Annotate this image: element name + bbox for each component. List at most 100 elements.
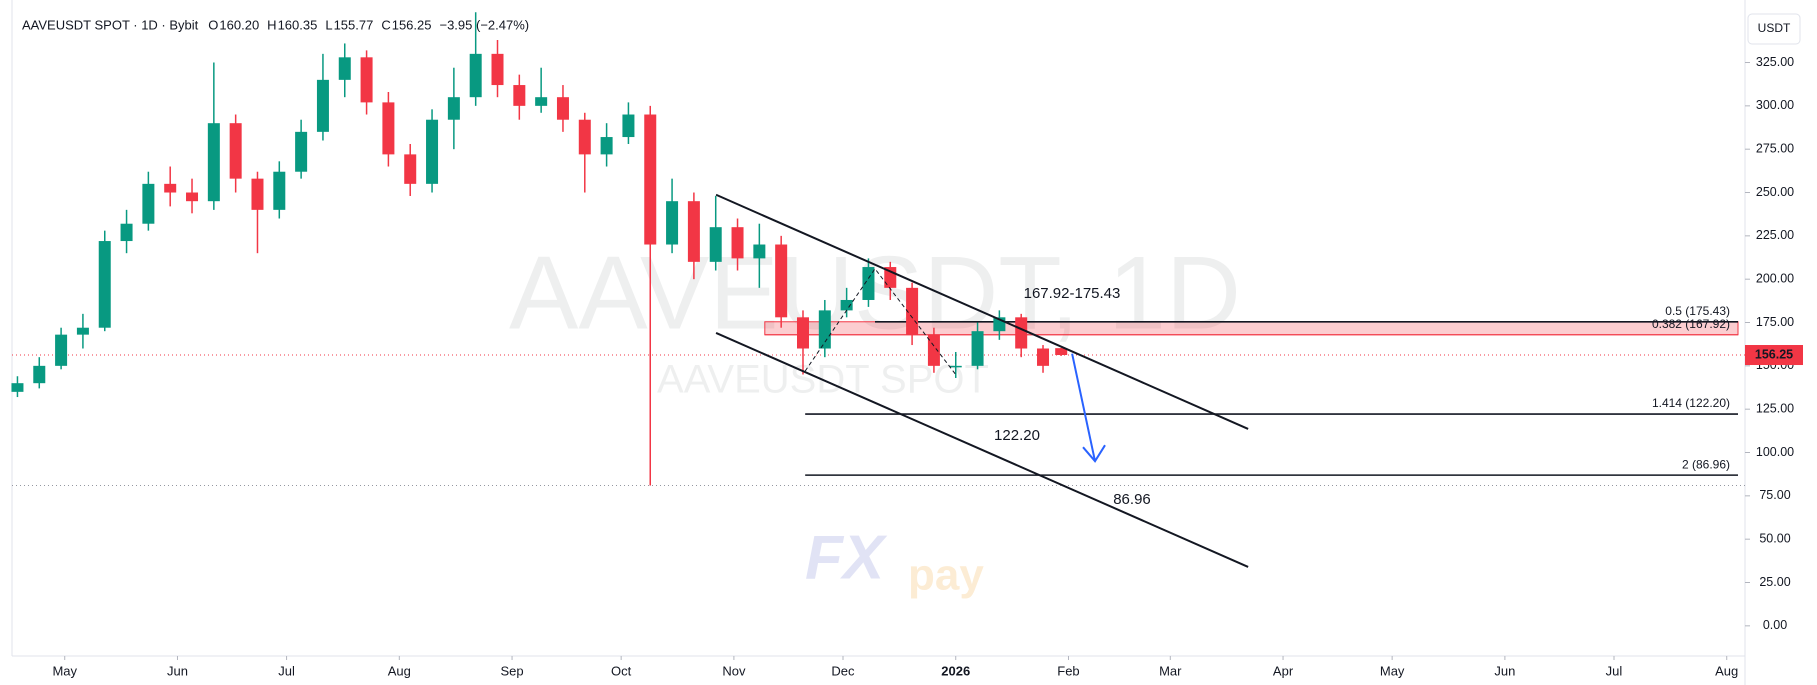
candle-body <box>273 171 286 210</box>
candle-body <box>360 57 373 103</box>
candle-body <box>753 244 766 259</box>
candle-body <box>33 365 46 384</box>
x-tick-label: Oct <box>611 663 632 678</box>
candle-body <box>949 365 962 368</box>
candle-body <box>840 299 853 311</box>
x-tick-label: Feb <box>1057 663 1079 678</box>
ohlc-key: L <box>325 17 332 32</box>
candle-body <box>229 123 242 179</box>
candle-body <box>11 383 24 392</box>
y-tick-label: 325.00 <box>1756 55 1794 69</box>
x-tick-label: Nov <box>722 663 746 678</box>
y-tick-label: 175.00 <box>1756 315 1794 329</box>
candle-body <box>622 114 635 138</box>
watermark: AAVEUSDT, 1D <box>509 235 1241 351</box>
candle-body <box>295 131 308 172</box>
y-tick-label: 50.00 <box>1759 531 1790 545</box>
candle-body <box>687 201 700 262</box>
level-label: 2 (86.96) <box>1682 457 1730 471</box>
x-tick-label: Aug <box>388 663 411 678</box>
candle-body <box>186 192 199 202</box>
candle-body <box>120 223 133 242</box>
candle-body <box>251 178 264 210</box>
ohlc-key: O <box>208 17 218 32</box>
candle-body <box>513 85 526 106</box>
x-tick-label: Dec <box>831 663 855 678</box>
candle-body <box>1015 317 1028 349</box>
x-tick-label: May <box>1380 663 1405 678</box>
candle-body <box>666 201 679 245</box>
y-tick-label: 225.00 <box>1756 228 1794 242</box>
candle-body <box>644 114 657 245</box>
x-tick-label: Jul <box>278 663 295 678</box>
candle-body <box>98 241 111 328</box>
candle-body <box>578 119 591 155</box>
y-tick-label: 100.00 <box>1756 445 1794 459</box>
target-label: 86.96 <box>1113 491 1151 508</box>
x-tick-label: Mar <box>1159 663 1182 678</box>
x-tick-label: Sep <box>500 663 523 678</box>
candle-body <box>600 137 613 155</box>
target-label: 122.20 <box>994 427 1040 444</box>
trendline <box>715 193 1249 430</box>
candle-body <box>491 53 504 86</box>
price-tag-label: 156.25 <box>1755 347 1793 361</box>
ohlc-key: H <box>267 17 276 32</box>
candle-body <box>55 334 68 366</box>
x-tick-label: 2026 <box>941 663 970 678</box>
y-tick-label: 25.00 <box>1759 575 1790 589</box>
x-tick-label: May <box>52 663 77 678</box>
change: −3.95 (−2.47%) <box>439 17 529 32</box>
candle-body <box>818 310 831 349</box>
currency: USDT <box>1758 21 1791 35</box>
candle-body <box>207 123 220 202</box>
chart-title: AAVEUSDT SPOT · 1D · Bybit <box>22 17 199 32</box>
candle-body <box>535 97 548 106</box>
candle-body <box>796 317 809 349</box>
ohlc-value: 160.20 <box>219 17 259 32</box>
level-label: 1.414 (122.20) <box>1652 396 1730 410</box>
candle-body <box>906 287 919 335</box>
y-tick-label: 200.00 <box>1756 271 1794 285</box>
candle-body <box>971 331 984 366</box>
ohlc-value: 160.35 <box>278 17 318 32</box>
arrow <box>1071 353 1097 462</box>
ohlc-value: 156.25 <box>392 17 432 32</box>
x-tick-label: Aug <box>1715 663 1738 678</box>
y-tick-label: 300.00 <box>1756 98 1794 112</box>
candle-body <box>382 102 395 155</box>
candle-body <box>426 119 439 184</box>
logo-pay: pay <box>908 551 984 600</box>
candle-body <box>447 97 460 120</box>
fib-path <box>804 267 957 375</box>
candle-body <box>316 79 329 132</box>
y-tick-label: 75.00 <box>1759 488 1790 502</box>
y-tick-label: 125.00 <box>1756 401 1794 415</box>
trendline <box>715 331 1249 568</box>
x-tick-label: Jul <box>1606 663 1623 678</box>
ohlc-key: C <box>381 17 390 32</box>
candle-body <box>775 244 788 318</box>
price-tag <box>1745 345 1803 366</box>
x-tick-label: Jun <box>1494 663 1515 678</box>
candle-body <box>164 183 177 193</box>
y-tick-label: 275.00 <box>1756 141 1794 155</box>
candle-body <box>927 334 940 366</box>
candle-body <box>469 53 482 98</box>
logo-fx: FX <box>805 523 888 592</box>
x-tick-label: Apr <box>1273 663 1294 678</box>
x-tick-label: Jun <box>167 663 188 678</box>
candle-body <box>709 227 722 262</box>
candle-body <box>142 183 155 224</box>
candle-body <box>404 154 417 184</box>
ohlc-value: 155.77 <box>334 17 374 32</box>
y-tick-label: 250.00 <box>1756 185 1794 199</box>
arrow-head <box>1082 444 1106 463</box>
currency-box[interactable] <box>1747 13 1801 45</box>
zone-label: 167.92-175.43 <box>1024 285 1121 302</box>
candle-body <box>1037 348 1050 366</box>
level-label: 0.5 (175.43) <box>1665 304 1730 318</box>
candle-body <box>556 97 569 120</box>
